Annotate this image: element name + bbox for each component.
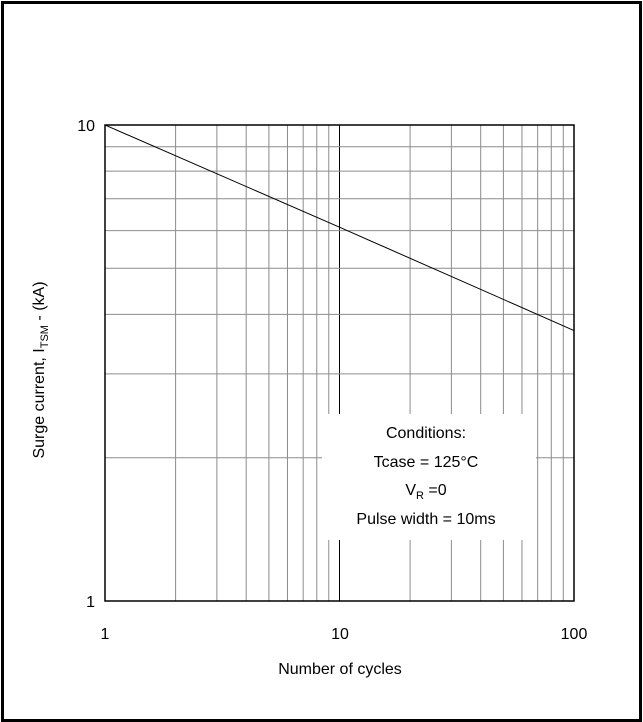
series-layer [104,124,575,331]
plot-area-border [104,124,575,602]
x-axis-title: Number of cycles [278,661,402,678]
y-axis-title-suffix: - (kA) [31,281,48,325]
conditions-title: Conditions: [386,425,466,442]
x-tick-label-100: 100 [561,626,588,643]
y-tick-label-10: 10 [77,118,95,135]
conditions-vr-value: =0 [424,482,447,499]
x-tick-label-1: 1 [101,626,110,643]
conditions-vr: VR =0 [405,482,446,502]
x-tick-label-10: 10 [331,626,349,643]
y-axis-title: Surge current, ITSM - (kA) [31,281,51,458]
conditions-box [322,414,536,540]
y-tick-label-1: 1 [86,594,95,611]
conditions-tcase: Tcase = 125°C [374,454,479,471]
series-line-0 [104,124,575,331]
conditions-pulse: Pulse width = 10ms [356,511,495,528]
y-axis-title-prefix: Surge current, I [31,348,48,458]
conditions-vr-main: V [405,482,416,499]
conditions-vr-sub: R [416,490,424,502]
y-axis-title-subscript: TSM [39,325,51,348]
